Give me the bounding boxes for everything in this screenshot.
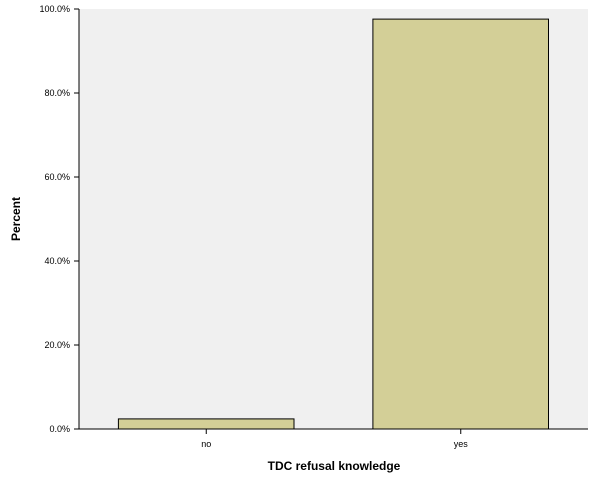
bar-no — [117, 418, 295, 430]
y-tick-label: 100.0% — [39, 4, 70, 14]
x-tick-label: yes — [454, 439, 469, 449]
y-tick-label: 20.0% — [44, 340, 70, 350]
bars-group — [117, 18, 549, 430]
y-tick-label: 0.0% — [49, 424, 70, 434]
y-ticks-group: 0.0% 20.0% 40.0% 60.0% 80.0% 100.0% — [39, 4, 79, 434]
y-tick-label: 40.0% — [44, 256, 70, 266]
y-axis-title: Percent — [9, 197, 23, 241]
bar-yes — [372, 18, 549, 430]
x-ticks-group: no yes — [201, 429, 468, 449]
y-tick-label: 60.0% — [44, 172, 70, 182]
x-axis-title: TDC refusal knowledge — [268, 459, 401, 473]
y-tick-label: 80.0% — [44, 88, 70, 98]
x-tick-label: no — [201, 439, 211, 449]
